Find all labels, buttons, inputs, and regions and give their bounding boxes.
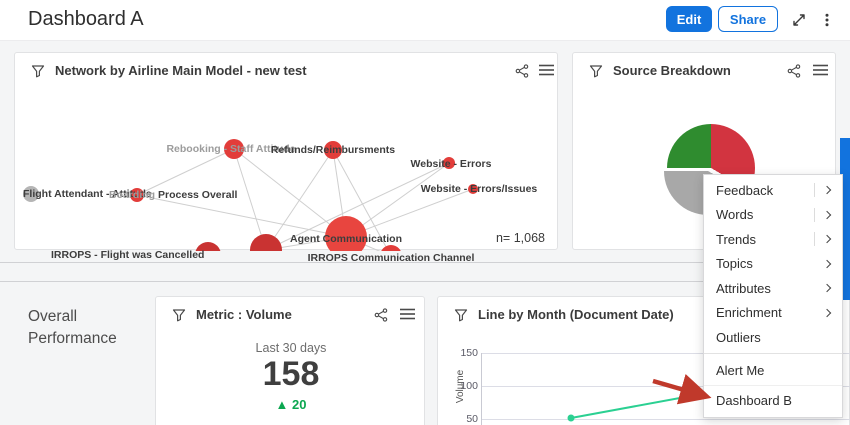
edit-button-label: Edit [676, 11, 702, 27]
filter-funnel-icon[interactable] [454, 308, 468, 322]
menu-item-label: Topics [716, 256, 753, 272]
gridline [481, 353, 850, 354]
node-boarding-process-overall[interactable] [130, 188, 144, 202]
edit-button[interactable]: Edit [666, 6, 712, 32]
share-nodes-icon[interactable] [515, 64, 529, 78]
chevron-right-icon [822, 308, 832, 317]
menu-item-dashboard-b[interactable]: Dashboard B [704, 384, 842, 415]
sample-size-label: n= 1,068 [495, 231, 545, 245]
network-node-label: Refunds/Reimbursments [270, 144, 396, 156]
network-graph-svg [23, 139, 478, 251]
expand-icon[interactable] [789, 10, 809, 30]
share-nodes-icon[interactable] [787, 64, 801, 78]
data-point[interactable] [567, 414, 575, 422]
menu-item-label: Words [716, 207, 754, 223]
menu-item-label: Feedback [716, 182, 774, 198]
node-irrops-flight-cancelled-2[interactable] [195, 242, 221, 251]
menu-item-attributes[interactable]: Attributes [704, 276, 842, 301]
source-widget-header: Source Breakdown [573, 53, 835, 89]
cutoff-blue-panel[interactable] [840, 138, 850, 300]
node-website-errors-issues[interactable] [468, 184, 478, 194]
section-divider [0, 262, 850, 263]
node-irrops-flight-cancelled[interactable] [250, 234, 282, 251]
chevron-right-icon [822, 284, 832, 293]
chevron-right-icon [822, 186, 832, 195]
hamburger-menu-icon[interactable] [400, 308, 415, 320]
menu-item-label: Enrichment [716, 305, 782, 321]
hamburger-menu-icon[interactable] [539, 64, 554, 76]
share-button-label: Share [729, 11, 767, 27]
network-graph: Rebooking - Staff Attitude Refunds/Reimb… [15, 89, 559, 264]
submenu-divider [814, 183, 815, 198]
node-rebooking-staff-attitude[interactable] [224, 139, 244, 159]
menu-item-label: Outliers [716, 329, 761, 345]
node-irrops-communication-channel[interactable] [380, 245, 402, 251]
submenu-divider [814, 207, 815, 222]
network-node-label: Agent Communication [290, 233, 402, 245]
y-axis-line [481, 353, 482, 425]
context-menu-section-actions: Alert Me Dashboard B [704, 352, 842, 417]
menu-item-topics[interactable]: Topics [704, 252, 842, 277]
menu-item-trends[interactable]: Trends [704, 227, 842, 252]
network-node-label-overlap: Boarding [109, 189, 156, 201]
overall-performance-line2: Performance [28, 330, 117, 347]
context-menu: Feedback Words Trends Topics Attributes [703, 174, 843, 418]
metric-widget: Metric : Volume Last 30 days 158 ▲ 20 [155, 296, 425, 425]
submenu-divider [814, 232, 815, 247]
filter-funnel-icon[interactable] [31, 64, 45, 78]
menu-item-label: Trends [716, 231, 756, 247]
hamburger-menu-icon[interactable] [813, 64, 828, 76]
network-node-label: Flight Attendant - Attitude [23, 188, 152, 200]
metric-period-label: Last 30 days [255, 341, 327, 355]
metric-widget-header: Metric : Volume [156, 297, 424, 333]
overall-performance-line1: Overall [28, 308, 78, 325]
top-bar: Dashboard A Edit Share [0, 0, 850, 41]
section-divider [0, 281, 850, 282]
menu-item-label: Dashboard B [716, 392, 792, 408]
filter-funnel-icon[interactable] [172, 308, 186, 322]
gridline [481, 419, 850, 420]
node-refunds-reimbursments[interactable] [324, 141, 342, 159]
network-node-label: Rebooking - Staff Attitude [166, 143, 296, 155]
menu-item-label: Attributes [716, 280, 771, 296]
network-node-label: Website - Errors [410, 158, 492, 170]
menu-item-enrichment[interactable]: Enrichment [704, 301, 842, 326]
y-tick-150: 150 [460, 347, 478, 359]
menu-item-words[interactable]: Words [704, 203, 842, 228]
network-node-label: Boarding Process Overall [109, 189, 238, 201]
y-tick-100: 100 [460, 380, 478, 392]
page-title: Dashboard A [28, 8, 144, 30]
line-widget-title: Line by Month (Document Date) [478, 307, 674, 322]
filter-funnel-icon[interactable] [589, 64, 603, 78]
context-menu-section-drilldowns: Feedback Words Trends Topics Attributes [704, 175, 842, 353]
network-widget: Network by Airline Main Model - new test [14, 52, 559, 264]
metric-widget-title: Metric : Volume [196, 307, 292, 322]
share-nodes-icon[interactable] [374, 308, 388, 322]
overall-performance-label: Overall Performance [28, 306, 117, 350]
menu-item-label: Alert Me [716, 362, 765, 378]
network-node-label: Website - Errors/Issues [420, 183, 538, 195]
node-website-errors[interactable] [443, 157, 455, 169]
chevron-right-icon [822, 235, 832, 244]
share-button[interactable]: Share [718, 6, 778, 32]
chevron-right-icon [822, 259, 832, 268]
menu-item-outliers[interactable]: Outliers [704, 325, 842, 350]
node-flight-attendant-attitude[interactable] [23, 186, 39, 202]
network-node-label: IRROPS - Flight was Cancelled [51, 249, 205, 261]
menu-item-feedback[interactable]: Feedback [704, 178, 842, 203]
chevron-right-icon [822, 210, 832, 219]
y-tick-50: 50 [466, 413, 478, 425]
source-widget-title: Source Breakdown [613, 63, 731, 78]
network-widget-title: Network by Airline Main Model - new test [55, 63, 307, 78]
network-node-label: IRROPS Communication Channel [307, 252, 475, 264]
metric-value: 158 [262, 355, 320, 393]
menu-item-alert-me[interactable]: Alert Me [704, 356, 842, 385]
kebab-menu-icon[interactable] [817, 10, 837, 30]
network-widget-header: Network by Airline Main Model - new test [15, 53, 557, 89]
node-agent-communication[interactable] [325, 216, 367, 251]
line-widget-header: Line by Month (Document Date) [438, 297, 849, 333]
metric-delta: ▲ 20 [275, 397, 307, 412]
